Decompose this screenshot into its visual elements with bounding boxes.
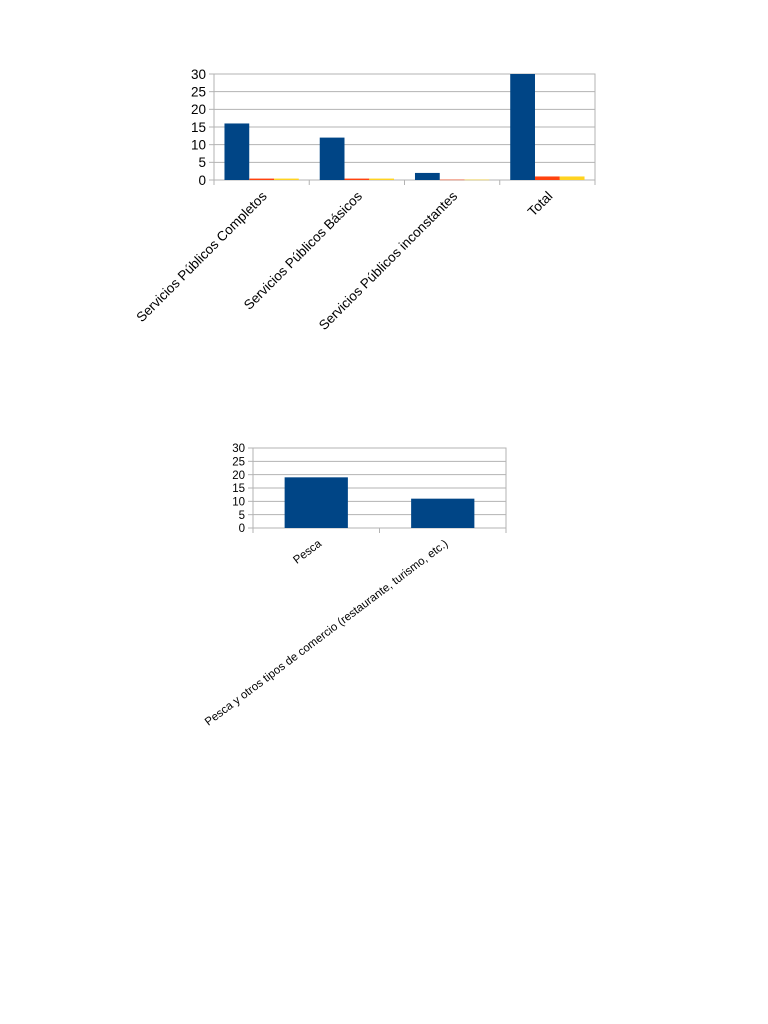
y-tick-label: 0 bbox=[198, 173, 206, 188]
bar-3-1 bbox=[274, 178, 299, 180]
bar-1-2 bbox=[411, 498, 475, 528]
bar-2-4 bbox=[534, 176, 560, 180]
bar-3-4 bbox=[559, 176, 585, 180]
bar-1-3 bbox=[414, 172, 440, 180]
y-tick-label: 20 bbox=[191, 102, 206, 117]
x-category-label: Pesca y otros tipos de comercio (restaur… bbox=[203, 538, 451, 729]
bar-1-4 bbox=[510, 74, 535, 180]
y-tick-label: 20 bbox=[232, 470, 245, 482]
bar-1-2 bbox=[319, 137, 345, 180]
y-tick-label: 15 bbox=[232, 483, 245, 495]
x-category-label: Total bbox=[525, 189, 556, 220]
bar-1-1 bbox=[224, 123, 250, 180]
bar-2-3 bbox=[439, 179, 465, 181]
bar-3-3 bbox=[464, 179, 490, 181]
x-category-label: Pesca bbox=[291, 537, 324, 566]
bar-3-2 bbox=[369, 178, 395, 180]
y-tick-label: 5 bbox=[198, 155, 206, 170]
y-tick-label: 0 bbox=[239, 523, 245, 535]
y-tick-label: 30 bbox=[232, 443, 245, 455]
bar-2-2 bbox=[344, 178, 370, 180]
y-tick-label: 15 bbox=[191, 120, 206, 135]
bar-2-1 bbox=[249, 178, 275, 180]
y-tick-label: 10 bbox=[191, 138, 206, 153]
y-tick-label: 10 bbox=[232, 496, 245, 508]
y-tick-label: 25 bbox=[191, 85, 206, 100]
bar-1-1 bbox=[284, 477, 348, 528]
y-tick-label: 25 bbox=[232, 456, 245, 468]
y-tick-label: 30 bbox=[191, 67, 206, 82]
y-tick-label: 5 bbox=[239, 510, 245, 522]
